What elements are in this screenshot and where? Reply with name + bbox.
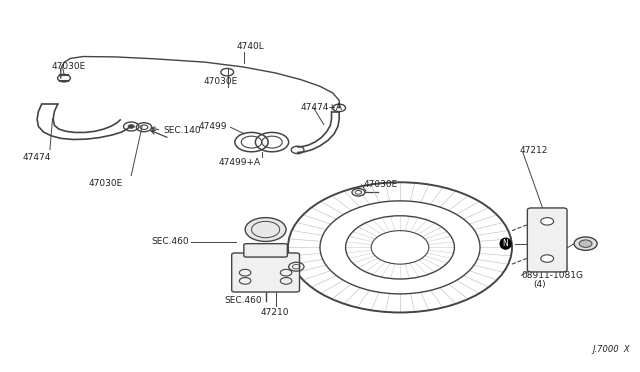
Circle shape (579, 240, 592, 247)
Text: 47210: 47210 (261, 308, 289, 317)
Text: SEC.460: SEC.460 (225, 296, 262, 305)
Circle shape (245, 218, 286, 241)
Text: 47030E: 47030E (364, 180, 398, 189)
Text: 47030E: 47030E (88, 179, 123, 187)
Text: SEC.460: SEC.460 (151, 237, 189, 246)
Text: 08911-1081G: 08911-1081G (522, 271, 584, 280)
Circle shape (574, 237, 597, 250)
FancyBboxPatch shape (244, 244, 287, 257)
Text: N: N (503, 239, 508, 248)
Text: (4): (4) (533, 280, 546, 289)
FancyBboxPatch shape (232, 253, 300, 292)
Text: 47474: 47474 (23, 153, 51, 161)
Circle shape (541, 218, 554, 225)
Circle shape (128, 125, 134, 128)
Text: 47474+A: 47474+A (301, 103, 343, 112)
FancyBboxPatch shape (527, 208, 567, 272)
Text: 47212: 47212 (520, 146, 548, 155)
Circle shape (541, 255, 554, 262)
Text: 47499+A: 47499+A (219, 158, 261, 167)
Text: J.7000  X: J.7000 X (593, 345, 630, 354)
Text: SEC.140: SEC.140 (163, 126, 201, 135)
Text: 47499: 47499 (198, 122, 227, 131)
Text: 4740L: 4740L (237, 42, 264, 51)
Text: 47030E: 47030E (204, 77, 238, 86)
Text: 47030E: 47030E (51, 62, 86, 71)
